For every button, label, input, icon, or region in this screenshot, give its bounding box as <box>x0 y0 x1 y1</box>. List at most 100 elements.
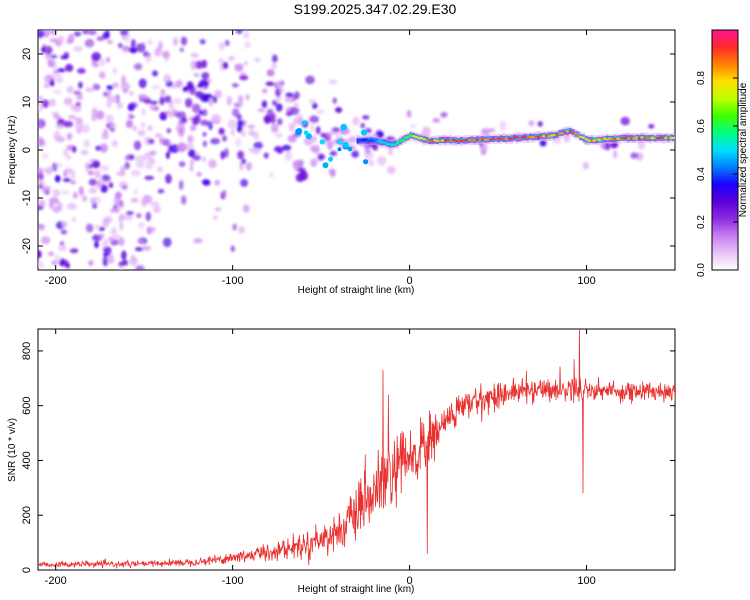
ridge-cell <box>388 143 392 146</box>
spectrogram-blob <box>41 99 49 108</box>
spectrogram-blob <box>138 78 147 89</box>
spectrogram-blob <box>335 107 343 113</box>
spectrogram-blob <box>214 207 222 212</box>
spectrogram-blob <box>236 123 243 133</box>
spectrogram-blob <box>208 98 214 107</box>
spectrogram-hotspot <box>340 123 348 131</box>
spectrogram-blob <box>141 108 146 116</box>
spectrogram-blob <box>377 155 387 166</box>
spectrogram-blob <box>85 87 94 92</box>
spectrogram-blob <box>262 88 268 94</box>
ridge-cell <box>491 137 495 140</box>
spectrogram-blob <box>244 30 250 32</box>
spectrogram-frame <box>37 29 676 271</box>
spectrogram-blob <box>263 115 272 124</box>
spectrogram-blob <box>99 143 108 153</box>
spectrogram-blob <box>49 54 58 59</box>
spectrogram-blob <box>111 139 118 148</box>
ridge-cell <box>616 137 620 140</box>
ridge-cell <box>563 131 567 134</box>
spectrogram-blob <box>78 186 84 196</box>
spectrogram-blob <box>162 237 172 248</box>
spectrogram-heatmap <box>38 30 675 270</box>
ridge-cell <box>648 137 652 140</box>
snr-panel: -200 -100 0 100 0 200 400 600 800 Height of stra… <box>7 328 676 595</box>
spectrogram-blob <box>310 145 320 153</box>
spectrogram-hotspot <box>295 128 302 135</box>
x-tick-label: 0 <box>407 575 413 587</box>
spectrogram-blob <box>92 61 99 68</box>
spectrogram-blob <box>133 63 143 71</box>
colorbar-tick-label: 0.4 <box>696 167 707 181</box>
spectrogram-blob <box>310 158 318 168</box>
ridge-cell <box>507 137 511 140</box>
snr-line <box>38 329 675 569</box>
y-tick-label: 20 <box>21 48 33 60</box>
spectrogram-blob <box>275 133 283 138</box>
spectrogram-blob <box>118 236 125 245</box>
spectrogram-blob <box>164 95 172 103</box>
ridge-cell <box>629 137 633 139</box>
spectrogram-blob <box>45 166 53 175</box>
spectrogram-blob <box>243 61 249 66</box>
spectrogram-blob <box>113 234 121 239</box>
spectrogram-blob <box>94 170 102 179</box>
spectrogram-blob <box>270 116 276 124</box>
ridge-cell <box>568 128 572 133</box>
spectrogram-blob <box>189 165 194 172</box>
spectrogram-blob <box>481 128 490 136</box>
spectrogram-blob <box>152 70 158 77</box>
spectrogram-blob <box>274 146 283 153</box>
spectrogram-blob <box>247 124 256 129</box>
spectrogram-blob <box>234 63 244 72</box>
spectrogram-blob <box>231 83 239 88</box>
spectrogram-blob <box>65 262 70 269</box>
spectrogram-blob <box>38 226 45 231</box>
spectrogram-blob <box>142 245 151 251</box>
spectrogram-blob <box>189 159 195 166</box>
spectrogram-blob <box>53 131 61 141</box>
spectrogram-blob <box>253 141 263 150</box>
x-tick-label: -100 <box>222 575 244 587</box>
spectrogram-blob <box>620 116 630 126</box>
colorbar-tick-label: 0.2 <box>696 215 707 229</box>
ridge-cell <box>592 139 596 142</box>
spectrogram-hotspot <box>347 146 353 152</box>
spectrogram-blob <box>141 198 148 207</box>
spectrogram-blob <box>116 171 126 176</box>
ridge-cell <box>417 137 421 140</box>
spectrogram-blob <box>179 47 184 52</box>
spectrogram-blob <box>277 80 282 90</box>
spectrogram-blob <box>310 122 315 133</box>
ridge-cell <box>396 141 400 144</box>
spectrogram-blob <box>62 148 69 157</box>
spectrogram-blob <box>128 47 138 53</box>
spectrogram-blob <box>222 61 229 70</box>
ridge-cell <box>523 136 527 138</box>
spectrogram-blob <box>81 195 88 202</box>
ridge-cell <box>653 137 657 139</box>
spectrogram-blob <box>327 141 333 150</box>
spectrogram-blob <box>190 60 197 71</box>
spectrogram-blob <box>73 31 82 37</box>
ridge-cell <box>608 137 612 140</box>
spectrogram-blob <box>386 165 396 175</box>
spectrogram-blob <box>143 98 152 104</box>
ridge-cell <box>406 135 410 138</box>
spectrogram-blob <box>218 41 225 51</box>
spectrogram-blob <box>95 145 102 151</box>
ridge-cell <box>574 132 577 135</box>
spectrogram-blob <box>202 132 207 137</box>
spectrogram-blob <box>80 149 89 156</box>
spectrogram-blob <box>50 260 58 266</box>
spectrogram-blob <box>208 120 213 131</box>
spectrogram-blob <box>87 38 92 46</box>
spectrogram-blob <box>182 86 189 92</box>
spectrogram-blob <box>173 97 182 105</box>
spectrogram-blob <box>332 97 337 104</box>
spectrogram-blob <box>71 145 77 153</box>
ridge-cell <box>470 138 474 141</box>
spectrogram-blob <box>335 132 343 141</box>
spectrogram-blob <box>101 131 110 141</box>
